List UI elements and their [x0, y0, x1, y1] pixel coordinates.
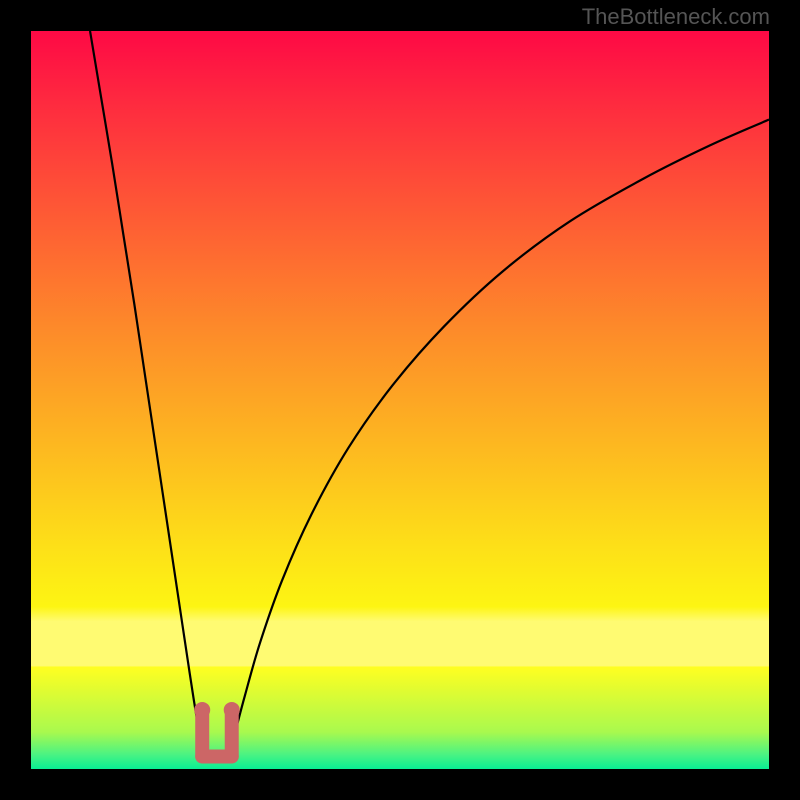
curve-layer — [31, 31, 769, 769]
plot-area — [31, 31, 769, 769]
watermark-text: TheBottleneck.com — [582, 4, 770, 30]
trough-markers — [194, 702, 240, 756]
trough-marker-dot — [194, 702, 210, 718]
trough-marker-dot — [224, 702, 240, 718]
curve-left-branch — [90, 31, 202, 745]
chart-container: TheBottleneck.com — [0, 0, 800, 800]
curve-right-branch — [232, 120, 769, 746]
